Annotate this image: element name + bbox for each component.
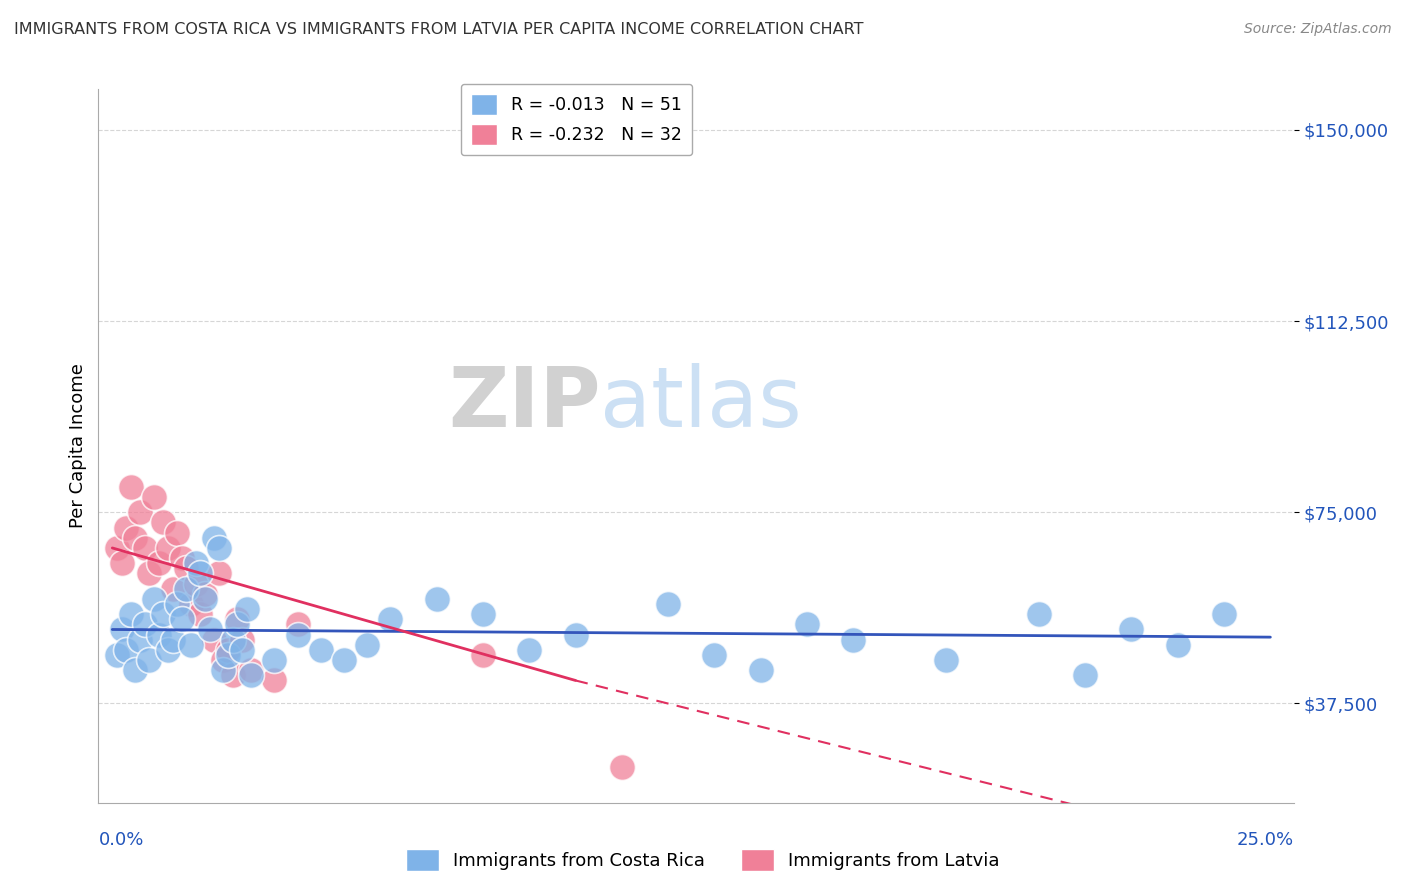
Point (134, 541, 156, 555)
Point (202, 632, 225, 647)
Point (152, 607, 174, 622)
Point (170, 551, 193, 566)
Point (333, 653, 356, 667)
Y-axis label: Per Capita Income: Per Capita Income (69, 364, 87, 528)
Point (156, 541, 179, 555)
Point (143, 591, 166, 606)
Point (110, 556, 132, 570)
Point (564, 627, 586, 641)
Point (176, 561, 198, 575)
Point (226, 617, 249, 632)
Point (188, 566, 211, 581)
Point (935, 653, 957, 667)
Point (1167, 638, 1189, 652)
Point (263, 673, 285, 688)
Point (356, 638, 378, 652)
Point (115, 643, 138, 657)
Point (184, 576, 207, 591)
Point (1213, 607, 1236, 622)
Point (166, 525, 188, 540)
Text: 25.0%: 25.0% (1236, 831, 1294, 849)
Point (212, 663, 235, 677)
Point (231, 632, 253, 647)
Point (188, 607, 211, 622)
Point (309, 643, 332, 657)
Point (610, 760, 633, 774)
Text: 0.0%: 0.0% (98, 831, 143, 849)
Point (120, 607, 142, 622)
Point (162, 632, 184, 647)
Point (124, 663, 146, 677)
Point (166, 597, 188, 611)
Point (240, 668, 263, 682)
Point (240, 663, 263, 677)
Point (231, 643, 253, 657)
Point (226, 612, 249, 626)
Point (222, 668, 245, 682)
Point (749, 663, 772, 677)
Point (148, 627, 170, 641)
Point (129, 632, 152, 647)
Point (194, 591, 217, 606)
Point (105, 541, 128, 555)
Point (180, 597, 202, 611)
Point (138, 653, 160, 667)
Point (287, 627, 309, 641)
Point (287, 617, 309, 632)
Point (124, 531, 146, 545)
Text: atlas: atlas (600, 363, 801, 443)
Point (208, 541, 231, 555)
Point (212, 653, 235, 667)
Point (194, 587, 217, 601)
Point (217, 648, 239, 662)
Point (471, 607, 494, 622)
Point (129, 505, 152, 519)
Text: IMMIGRANTS FROM COSTA RICA VS IMMIGRANTS FROM LATVIA PER CAPITA INCOME CORRELATI: IMMIGRANTS FROM COSTA RICA VS IMMIGRANTS… (14, 22, 863, 37)
Point (162, 582, 184, 596)
Point (796, 617, 818, 632)
Point (1028, 607, 1050, 622)
Point (138, 566, 160, 581)
Point (156, 643, 179, 657)
Point (842, 632, 865, 647)
Point (657, 597, 679, 611)
Point (152, 516, 174, 530)
Point (222, 632, 245, 647)
Point (120, 480, 142, 494)
Point (517, 643, 540, 657)
Point (263, 653, 285, 667)
Point (176, 582, 198, 596)
Point (184, 556, 207, 570)
Point (1074, 668, 1097, 682)
Point (148, 556, 170, 570)
Legend: R = -0.013   N = 51, R = -0.232   N = 32: R = -0.013 N = 51, R = -0.232 N = 32 (461, 84, 692, 155)
Point (1121, 623, 1143, 637)
Point (703, 648, 725, 662)
Point (380, 612, 402, 626)
Point (202, 531, 225, 545)
Point (426, 591, 449, 606)
Point (471, 648, 494, 662)
Point (198, 623, 221, 637)
Point (235, 602, 257, 616)
Point (110, 623, 132, 637)
Point (143, 490, 166, 504)
Point (217, 643, 239, 657)
Point (208, 566, 231, 581)
Point (115, 520, 138, 534)
Point (180, 638, 202, 652)
Point (170, 612, 193, 626)
Point (134, 617, 156, 632)
Point (105, 648, 128, 662)
Text: Source: ZipAtlas.com: Source: ZipAtlas.com (1244, 22, 1392, 37)
Text: ZIP: ZIP (449, 363, 600, 443)
Legend: Immigrants from Costa Rica, Immigrants from Latvia: Immigrants from Costa Rica, Immigrants f… (399, 842, 1007, 879)
